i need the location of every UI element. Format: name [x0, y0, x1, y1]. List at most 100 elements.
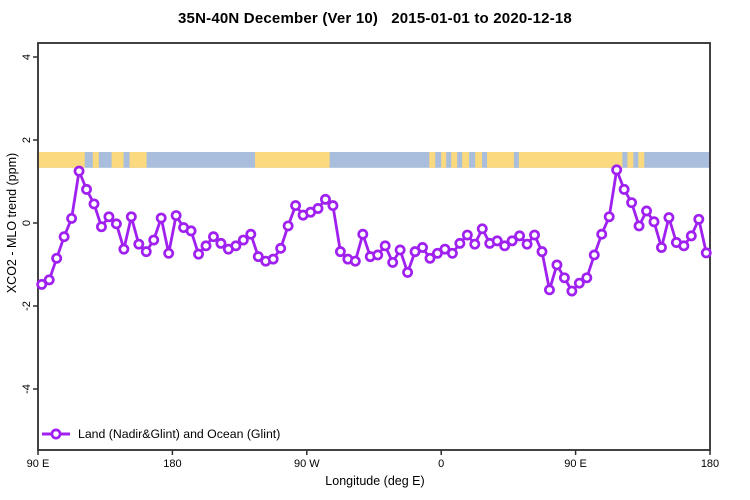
- data-point: [544, 284, 555, 296]
- data-point: [185, 225, 197, 237]
- data-point: [424, 252, 436, 264]
- data-point: [320, 193, 331, 205]
- land-band-segment: [451, 152, 458, 168]
- data-point: [633, 220, 645, 232]
- chart-title: 35N-40N December (Ver 10) 2015-01-01 to …: [178, 10, 572, 27]
- data-point: [312, 203, 324, 214]
- data-point: [446, 247, 458, 259]
- y-tick-label: -2: [21, 301, 33, 311]
- data-point: [230, 240, 242, 252]
- data-point: [110, 218, 122, 230]
- land-band-segment: [111, 152, 124, 168]
- data-point: [603, 211, 615, 223]
- data-point: [58, 231, 70, 243]
- legend-marker-icon: [50, 428, 62, 440]
- data-point: [469, 238, 481, 250]
- data-line: [40, 168, 708, 293]
- data-point: [402, 266, 414, 278]
- data-point: [349, 255, 361, 267]
- data-point: [454, 237, 466, 249]
- x-tick-label: 0: [438, 458, 444, 470]
- data-point: [663, 212, 675, 224]
- land-band-segment: [429, 152, 436, 168]
- data-point: [327, 200, 339, 212]
- y-tick-label: 4: [21, 54, 33, 60]
- land-band-segment: [92, 152, 99, 168]
- y-tick-label: -4: [21, 384, 33, 394]
- data-point: [379, 240, 391, 252]
- data-point: [558, 272, 570, 284]
- data-point: [693, 213, 705, 225]
- plot-box: [37, 42, 711, 451]
- data-point: [245, 228, 257, 240]
- land-band-segment: [638, 152, 645, 168]
- data-point: [103, 211, 115, 223]
- data-point: [140, 246, 152, 258]
- data-point: [618, 183, 630, 195]
- data-point: [476, 223, 488, 235]
- data-point: [588, 249, 600, 261]
- land-band-segment: [462, 152, 470, 168]
- land-band-segment: [487, 152, 623, 168]
- data-point: [461, 229, 473, 241]
- land-band-segment: [254, 152, 330, 168]
- data-point: [611, 164, 623, 176]
- data-point: [566, 285, 578, 297]
- x-tick-label: 180: [701, 458, 719, 470]
- data-point: [573, 277, 585, 289]
- data-point: [88, 198, 100, 210]
- data-point: [51, 252, 63, 264]
- data-point: [491, 235, 503, 247]
- x-tick-label: 90 E: [27, 458, 50, 470]
- data-point: [275, 242, 287, 254]
- data-point: [215, 237, 227, 249]
- data-point: [133, 238, 145, 250]
- data-point: [118, 243, 130, 255]
- data-point: [372, 249, 384, 261]
- data-point: [148, 234, 160, 246]
- data-point: [678, 240, 690, 252]
- data-point: [66, 212, 78, 224]
- data-point: [334, 246, 346, 258]
- data-point: [36, 278, 48, 290]
- data-point: [656, 242, 667, 253]
- data-point: [514, 230, 526, 242]
- data-point: [700, 247, 712, 259]
- data-point: [499, 240, 511, 252]
- ocean-notch: [513, 152, 519, 168]
- y-tick-label: 2: [21, 137, 33, 143]
- data-point: [155, 212, 167, 224]
- data-point: [581, 272, 593, 284]
- data-point: [417, 242, 428, 253]
- land-band-segment: [475, 152, 482, 168]
- land-band-segment: [441, 152, 447, 168]
- data-point: [357, 228, 369, 240]
- data-point: [529, 229, 540, 241]
- land-band-segment: [627, 152, 634, 168]
- x-axis-label: Longitude (deg E): [325, 474, 425, 488]
- data-point: [163, 247, 175, 259]
- legend-label: Land (Nadir&Glint) and Ocean (Glint): [78, 427, 281, 441]
- data-point: [43, 274, 55, 286]
- data-point: [685, 230, 697, 242]
- data-point: [536, 246, 548, 258]
- data-point: [626, 197, 638, 209]
- data-point: [394, 244, 406, 256]
- data-point: [96, 221, 107, 233]
- x-tick-label: 90 E: [564, 458, 587, 470]
- data-point: [208, 231, 219, 243]
- data-point: [125, 211, 137, 223]
- data-point: [648, 216, 660, 228]
- data-point: [290, 200, 302, 212]
- data-point: [73, 165, 85, 177]
- data-point: [521, 238, 533, 250]
- data-point: [596, 228, 608, 240]
- data-point: [81, 183, 92, 195]
- data-point: [506, 235, 518, 247]
- data-point: [641, 205, 652, 217]
- data-point: [551, 259, 563, 271]
- data-point: [237, 234, 249, 246]
- data-point: [170, 210, 182, 221]
